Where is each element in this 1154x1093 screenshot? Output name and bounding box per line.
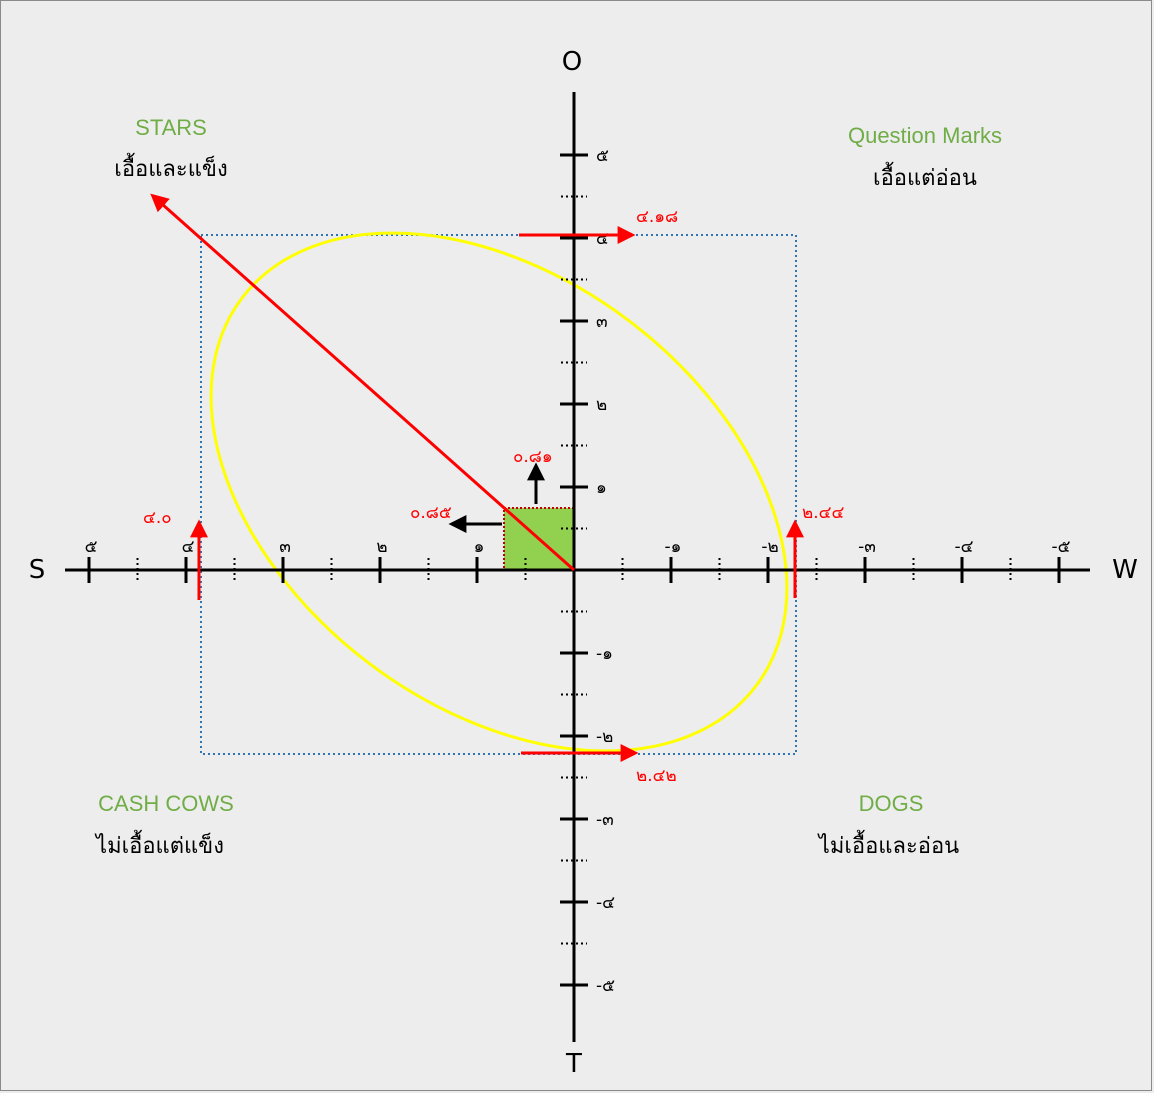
x-tick-label: -๓: [858, 537, 876, 557]
quadrant-cash-cows-subtitle: ไม่เอื้อแต่แข็ง: [94, 830, 224, 859]
y-tick-label: ๑: [596, 478, 607, 498]
quadrant-stars-subtitle: เอื้อและแข็ง: [114, 153, 227, 182]
strategy-vector-arrow: [150, 193, 575, 572]
top-value-label: ๔.๑๘: [636, 207, 678, 227]
x-tick-label: -๑: [665, 537, 682, 557]
y-tick-label: -๑: [596, 644, 613, 664]
bottom-value-label: ๒.๔๒: [636, 766, 677, 786]
axis-label-right: W: [1112, 555, 1138, 585]
axis-label-bottom: T: [565, 1049, 582, 1079]
y-tick-label: ๔: [596, 229, 609, 249]
axis-label-top: O: [562, 47, 582, 77]
strategy-ellipse: [209, 231, 789, 753]
quadrant-dogs-subtitle: ไม่เอื้อและอ่อน: [817, 830, 959, 859]
quadrant-question-marks-title: Question Marks: [848, 123, 1002, 148]
small-x-value-label: ๐.๘๕: [410, 503, 452, 523]
y-tick-label: -๕: [596, 976, 615, 996]
x-tick-label: -๔: [954, 537, 973, 557]
x-axis-ticks: ๕ ๔ ๓ ๒ ๑ -๑ -๒ -๓ -๔ -๕: [85, 537, 1071, 583]
x-tick-label: -๒: [761, 537, 778, 557]
quadrant-question-marks-subtitle: เอื้อแต่อ่อน: [873, 162, 977, 191]
quadrant-stars-title: STARS: [135, 115, 207, 140]
x-tick-label: ๑: [474, 537, 485, 557]
left-value-label: ๔.๐: [143, 508, 172, 528]
x-tick-label: ๓: [279, 537, 291, 557]
axis-label-left: S: [29, 555, 46, 585]
y-tick-label: -๔: [596, 893, 615, 913]
y-tick-label: ๕: [596, 146, 609, 166]
strategy-box: [200, 234, 797, 755]
x-tick-label: -๕: [1051, 537, 1070, 557]
quadrant-cash-cows-title: CASH COWS: [98, 791, 234, 816]
y-tick-label: ๒: [596, 395, 607, 415]
y-tick-label: -๓: [596, 810, 614, 830]
x-tick-label: ๕: [85, 537, 98, 557]
y-tick-label: -๒: [596, 727, 613, 747]
small-y-value-label: ๐.๘๑: [513, 447, 553, 467]
quadrant-dogs-title: DOGS: [859, 791, 924, 816]
right-value-label: ๒.๔๔: [802, 503, 844, 523]
x-tick-label: ๔: [182, 537, 195, 557]
y-tick-label: ๓: [596, 312, 608, 332]
x-tick-label: ๒: [376, 537, 387, 557]
